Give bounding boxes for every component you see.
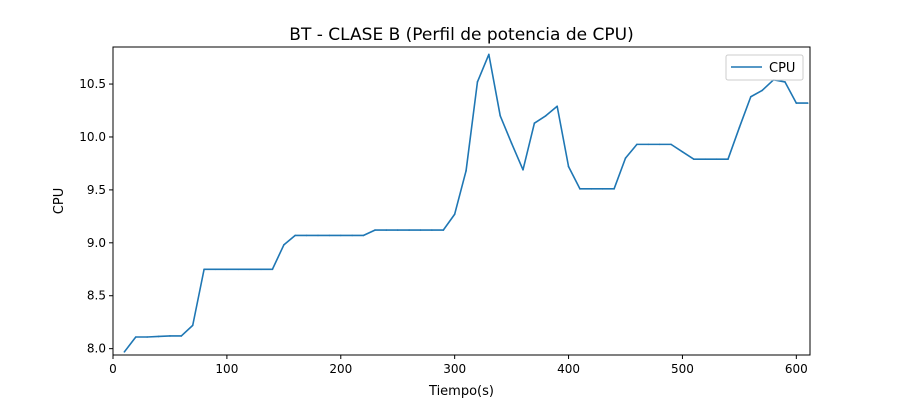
data-point (283, 244, 285, 246)
data-point (180, 335, 183, 337)
y-tick-label: 10.5 (79, 77, 106, 91)
data-point (556, 105, 558, 108)
data-point (749, 95, 752, 98)
data-point (806, 102, 809, 104)
data-point (715, 158, 718, 160)
x-tick-label: 100 (215, 362, 238, 376)
data-point (385, 229, 388, 231)
x-tick-label: 0 (109, 362, 117, 376)
data-point (362, 234, 365, 237)
data-point (465, 170, 467, 172)
data-point (396, 229, 399, 231)
data-point (146, 336, 148, 338)
y-axis-title: CPU (52, 188, 67, 214)
x-tick-label: 500 (671, 362, 694, 376)
y-tick-label: 10.0 (79, 130, 106, 144)
data-point (374, 229, 376, 231)
data-point (431, 229, 433, 231)
legend: CPU (725, 54, 804, 81)
data-point (317, 234, 319, 237)
chart-title: BT - CLASE B (Perfil de potencia de CPU) (289, 25, 633, 45)
data-point (567, 165, 570, 168)
data-point (601, 188, 604, 190)
data-point (294, 234, 297, 237)
x-tick-label: 200 (329, 362, 352, 376)
legend-label: CPU (769, 61, 795, 76)
y-tick-label: 9.0 (87, 236, 106, 250)
data-point (442, 229, 445, 231)
data-point (647, 143, 650, 146)
data-point (624, 157, 627, 159)
y-tick-label: 9.5 (87, 183, 106, 197)
data-point (248, 268, 251, 271)
data-point (271, 268, 274, 271)
data-point (488, 53, 490, 56)
x-axis: 0 100 200 300 400 500 600 (109, 355, 808, 376)
data-point (453, 213, 456, 216)
data-point (693, 158, 695, 160)
data-point (544, 115, 547, 117)
x-tick-label: 400 (557, 362, 580, 376)
x-tick-label: 600 (785, 362, 808, 376)
data-point (214, 268, 217, 271)
data-point (123, 351, 126, 353)
y-tick-label: 8.0 (87, 342, 106, 356)
series-line-cpu (123, 53, 808, 353)
data-point (579, 188, 581, 190)
data-point (339, 234, 342, 237)
data-point (670, 143, 672, 146)
data-point (134, 336, 137, 338)
y-axis: 8.0 8.5 9.0 9.5 10.0 10.5 (79, 77, 113, 356)
data-point (305, 234, 308, 237)
data-point (499, 115, 502, 117)
y-tick-label: 8.5 (87, 289, 106, 303)
data-point (761, 89, 763, 92)
data-point (328, 234, 331, 237)
data-point (738, 126, 741, 129)
data-point (613, 188, 615, 190)
data-point (226, 268, 228, 271)
data-point (681, 150, 684, 153)
data-point (727, 158, 729, 160)
data-point (169, 335, 171, 337)
data-point (784, 81, 786, 83)
data-point (522, 168, 524, 171)
data-point (351, 234, 353, 237)
data-point (260, 268, 262, 271)
data-point (590, 188, 593, 190)
plot-area (123, 53, 809, 353)
data-point (408, 229, 410, 231)
data-point (476, 81, 479, 83)
x-axis-title: Tiempo(s) (428, 384, 494, 399)
data-point (419, 229, 422, 231)
data-point (704, 158, 707, 160)
data-point (191, 324, 194, 327)
data-point (510, 142, 513, 145)
data-point (658, 143, 661, 146)
legend-frame (725, 54, 804, 81)
data-point (157, 335, 160, 338)
data-point (636, 143, 638, 146)
data-point (237, 268, 240, 271)
data-point (795, 102, 798, 104)
data-point (533, 122, 536, 125)
axes-frame (112, 46, 811, 356)
x-tick-label: 300 (443, 362, 466, 376)
data-point (203, 268, 205, 271)
